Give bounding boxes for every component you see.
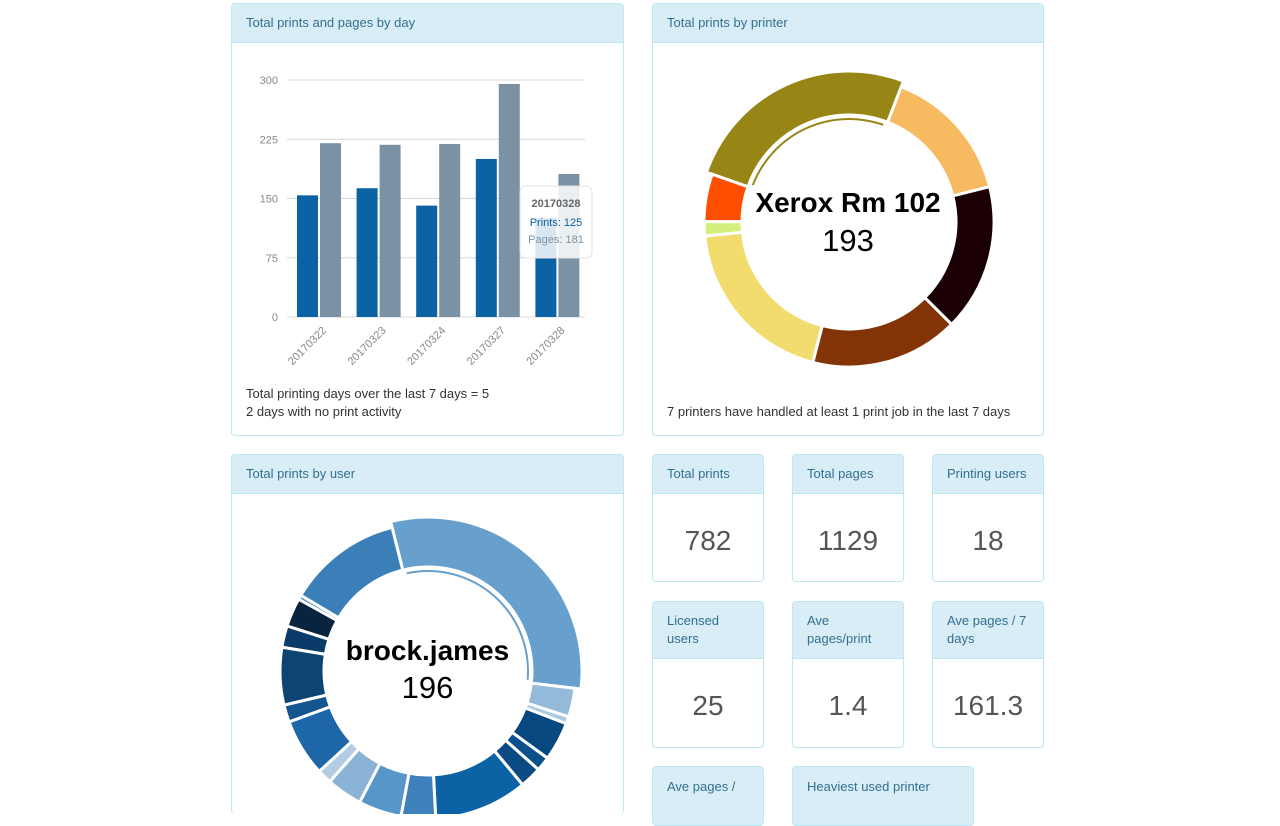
tooltip-prints: Prints: 125 [530, 217, 583, 229]
panel-heading: Total prints by user [232, 455, 623, 494]
center-printer-count: 193 [822, 223, 874, 258]
stat-label: Licensed users [667, 613, 720, 646]
footnote-printing-days: Total printing days over the last 7 days… [246, 386, 490, 401]
stat-heading: Printing users [933, 455, 1043, 494]
donut-slice-highlighted[interactable] [388, 515, 584, 691]
x-tick-label: 20170328 [524, 325, 567, 368]
bar-prints[interactable] [356, 188, 378, 317]
bar-pages[interactable] [379, 144, 401, 317]
donut-slice[interactable] [298, 525, 405, 620]
bar-chart: 0 75 150 225 300 20170322 20170323 20170324 2017… [260, 75, 593, 368]
panel-heading: Total prints and pages by day [232, 4, 623, 43]
stat-label: Printing users [947, 466, 1027, 481]
bar-prints[interactable] [416, 205, 438, 317]
center-user-count: 196 [401, 670, 454, 705]
printer-donut-center-label: Xerox Rm 102 193 [653, 187, 1043, 259]
tooltip-date: 20170328 [532, 198, 581, 210]
chart-tooltip: 20170328 Prints: 125 Pages: 181 [519, 185, 593, 259]
stat-heading: Total pages [793, 455, 903, 494]
bar-pages[interactable] [498, 83, 520, 317]
user-donut-center-label: brock.james 196 [232, 635, 623, 706]
stat-value: 25 [692, 690, 724, 721]
donut-slice[interactable] [702, 172, 750, 224]
stat-label: Total pages [807, 466, 874, 481]
stat-heading: Licensed users [653, 602, 763, 659]
y-tick-label: 150 [260, 194, 278, 206]
stat-total-prints: Total prints 782 [652, 454, 764, 582]
stat-heaviest-printer: Heaviest used printer [792, 766, 974, 826]
panel-title: Total prints by user [246, 466, 356, 481]
printer-donut-chart[interactable] [653, 43, 1044, 403]
stat-value: 1.4 [828, 690, 868, 721]
panel-prints-by-printer: Total prints by printer Xerox Rm 102 193… [652, 3, 1044, 436]
center-user-name: brock.james [345, 635, 510, 666]
tooltip-box [519, 185, 593, 259]
bar-prints[interactable] [475, 159, 497, 317]
y-tick-label: 0 [272, 312, 278, 324]
panel-title: Total prints by printer [667, 15, 788, 30]
stat-heading: Total prints [653, 455, 763, 494]
stat-value: 18 [972, 525, 1004, 556]
stat-label: Heaviest used printer [807, 779, 930, 794]
stat-total-pages: Total pages 1129 [792, 454, 904, 582]
stat-label: Ave pages/print [807, 613, 872, 646]
stat-ave-pages-7days: Ave pages / 7 days 161.3 [932, 601, 1044, 748]
bar-prints[interactable] [297, 195, 318, 317]
stat-heading: Ave pages/print [793, 602, 903, 659]
tooltip-pages: Pages: 181 [528, 234, 584, 246]
panel-prints-by-day: Total prints and pages by day 0 75 150 225 3… [231, 3, 624, 436]
stat-value: 1129 [817, 525, 879, 556]
x-tick-label: 20170323 [346, 325, 389, 368]
stat-ave-pages-print: Ave pages/print 1.4 [792, 601, 904, 748]
x-tick-label: 20170327 [465, 325, 508, 368]
panel-title: Total prints and pages by day [246, 15, 416, 30]
stat-label: Ave pages / [667, 779, 736, 794]
y-tick-label: 75 [266, 253, 278, 265]
stat-value: 161.3 [952, 690, 1024, 721]
stat-heading: Heaviest used printer [793, 767, 973, 825]
y-tick-label: 225 [260, 134, 278, 146]
donut-slice-highlighted[interactable] [704, 69, 906, 189]
footnote-no-activity: 2 days with no print activity [246, 404, 402, 419]
stat-label: Ave pages / 7 days [947, 613, 1027, 646]
footnote-printers: 7 printers have handled at least 1 print… [667, 404, 1011, 419]
donut-slice[interactable] [885, 84, 992, 198]
stat-printing-users: Printing users 18 [932, 454, 1044, 582]
stat-licensed-users: Licensed users 25 [652, 601, 764, 748]
y-tick-label: 300 [260, 75, 278, 87]
donut-slice[interactable] [810, 295, 954, 369]
panel-heading: Total prints by printer [653, 4, 1043, 43]
stat-heading: Ave pages / 7 days [933, 602, 1043, 659]
stat-ave-pages-partial: Ave pages / [652, 766, 764, 826]
stat-label: Total prints [667, 466, 730, 481]
x-tick-label: 20170322 [286, 325, 329, 368]
bar-pages[interactable] [320, 143, 341, 317]
stat-heading: Ave pages / [653, 767, 763, 825]
stat-value: 782 [684, 525, 732, 556]
panel-prints-by-user: Total prints by user brock.james 196 [231, 454, 624, 814]
x-tick-label: 20170324 [405, 325, 448, 368]
center-printer-name: Xerox Rm 102 [755, 187, 941, 218]
bar-pages[interactable] [439, 143, 461, 317]
